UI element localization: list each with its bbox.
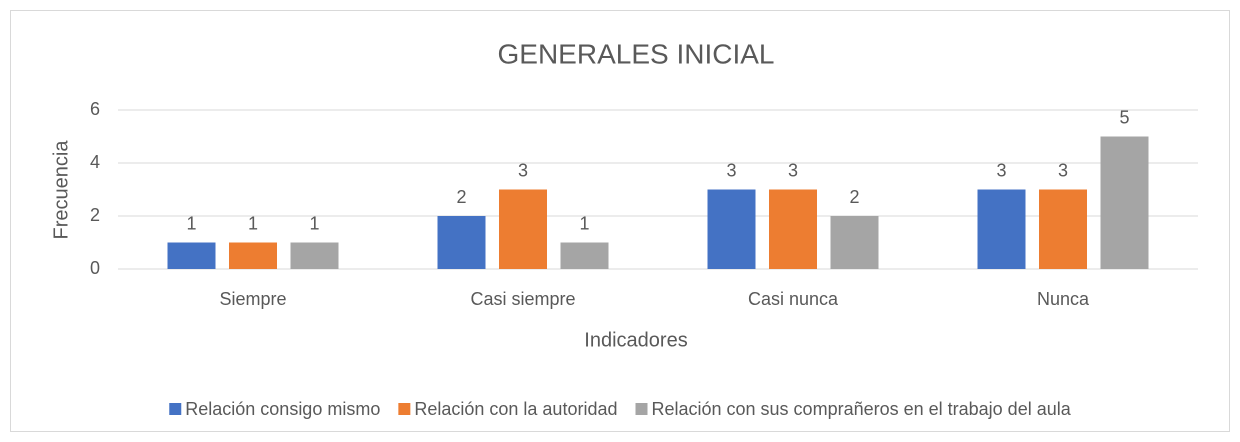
legend-label: Relación con la autoridad xyxy=(414,399,617,419)
data-label: 2 xyxy=(849,187,859,207)
legend-swatch xyxy=(398,403,411,415)
bar xyxy=(1039,189,1087,269)
legend-swatch xyxy=(635,403,648,415)
bar xyxy=(769,189,817,269)
y-tick-label: 0 xyxy=(90,258,100,278)
bar xyxy=(977,189,1026,269)
data-label: 3 xyxy=(726,160,736,180)
y-axis-label: Frecuencia xyxy=(50,140,72,240)
chart-title: GENERALES INICIAL xyxy=(498,38,775,69)
x-axis-label: Indicadores xyxy=(584,329,687,351)
data-label: 3 xyxy=(1058,160,1068,180)
bar xyxy=(707,189,756,269)
x-tick-label: Casi siempre xyxy=(470,289,575,309)
y-tick-label: 2 xyxy=(90,205,100,225)
x-tick-label: Siempre xyxy=(219,289,286,309)
bar xyxy=(830,216,879,269)
bar xyxy=(437,216,486,269)
bar xyxy=(1100,136,1149,269)
data-label: 1 xyxy=(186,213,196,233)
bar xyxy=(167,242,216,269)
y-tick-label: 4 xyxy=(90,152,100,172)
bar xyxy=(560,242,609,269)
bar xyxy=(290,242,339,269)
data-label: 2 xyxy=(456,187,466,207)
data-label: 3 xyxy=(996,160,1006,180)
data-label: 1 xyxy=(248,213,258,233)
bar xyxy=(499,189,547,269)
data-label: 5 xyxy=(1119,107,1129,127)
chart-border xyxy=(10,10,1230,432)
x-tick-label: Casi nunca xyxy=(748,289,839,309)
legend-swatch xyxy=(169,403,182,415)
data-label: 3 xyxy=(788,160,798,180)
data-label: 1 xyxy=(579,213,589,233)
x-tick-label: Nunca xyxy=(1037,289,1090,309)
legend-label: Relación con sus comprañeros en el traba… xyxy=(651,399,1071,419)
data-label: 3 xyxy=(518,160,528,180)
data-label: 1 xyxy=(309,213,319,233)
legend-label: Relación consigo mismo xyxy=(185,399,380,419)
bar xyxy=(229,242,277,269)
y-tick-label: 6 xyxy=(90,99,100,119)
